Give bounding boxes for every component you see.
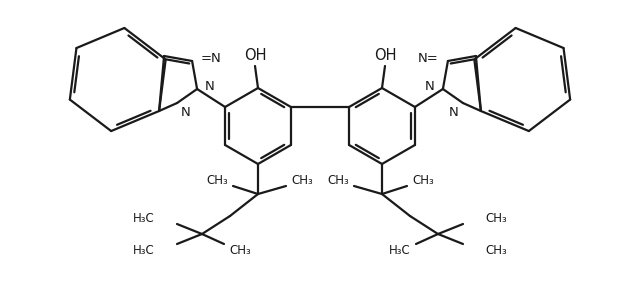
Text: CH₃: CH₃ — [291, 173, 313, 187]
Text: CH₃: CH₃ — [229, 244, 251, 256]
Text: CH₃: CH₃ — [485, 244, 507, 256]
Text: N=: N= — [418, 52, 439, 66]
Text: N: N — [425, 80, 435, 94]
Text: N: N — [205, 80, 215, 94]
Text: CH₃: CH₃ — [412, 173, 434, 187]
Text: CH₃: CH₃ — [327, 173, 349, 187]
Text: CH₃: CH₃ — [485, 212, 507, 225]
Text: =N: =N — [201, 52, 222, 66]
Text: OH: OH — [244, 48, 266, 63]
Text: N: N — [449, 105, 459, 119]
Text: H₃C: H₃C — [133, 212, 155, 225]
Text: CH₃: CH₃ — [206, 173, 228, 187]
Text: OH: OH — [374, 48, 396, 63]
Text: H₃C: H₃C — [389, 244, 411, 256]
Text: H₃C: H₃C — [133, 244, 155, 256]
Text: N: N — [181, 105, 191, 119]
